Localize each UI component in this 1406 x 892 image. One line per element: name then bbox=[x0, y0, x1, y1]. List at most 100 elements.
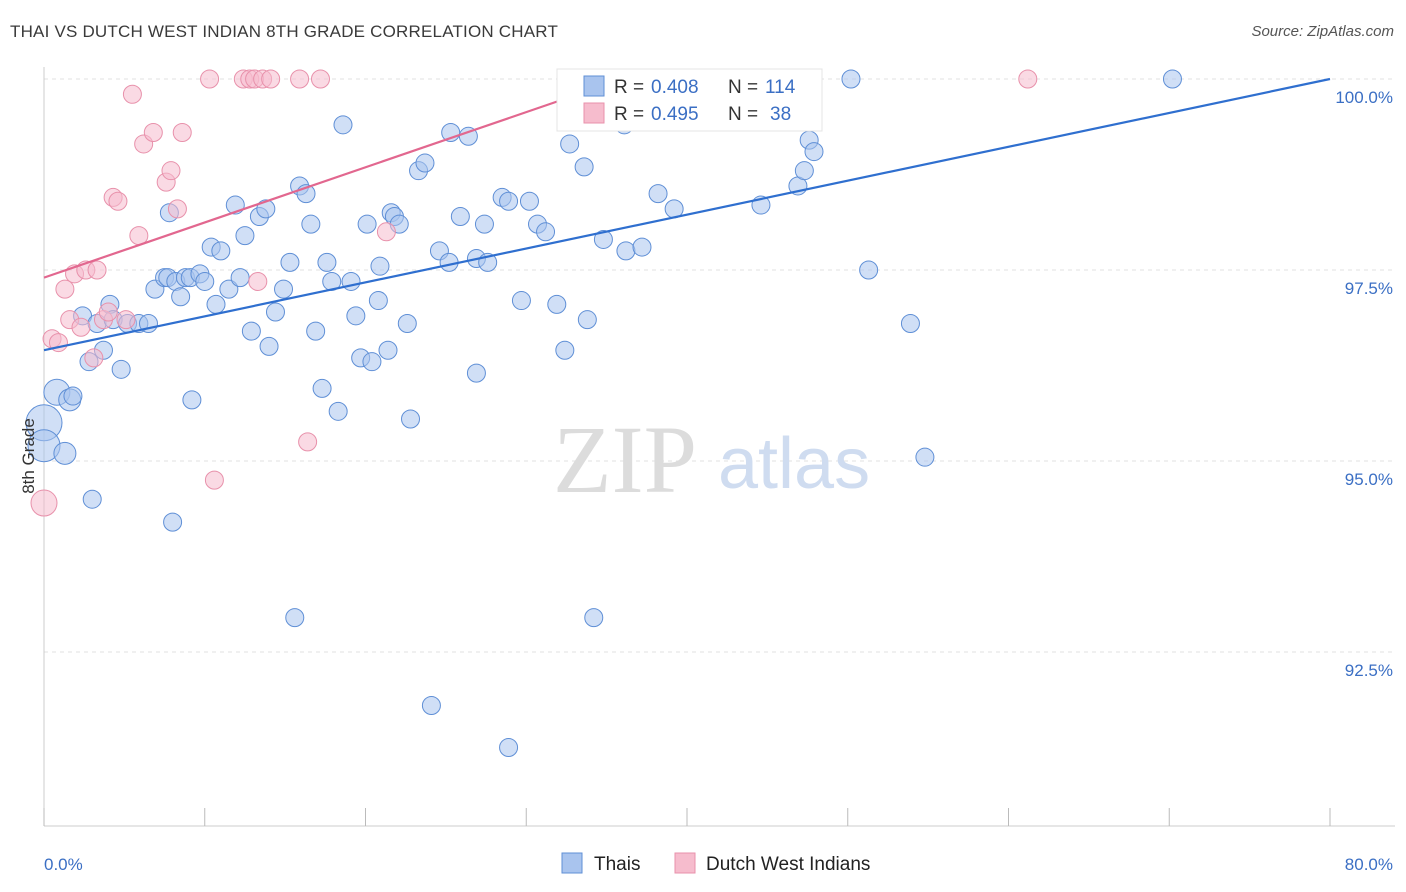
dutch-west-indians-point bbox=[84, 348, 104, 368]
legend: Thais Dutch West Indians bbox=[561, 852, 870, 875]
stats-pink-n-value: 38 bbox=[770, 104, 791, 125]
dutch-west-indians-point bbox=[98, 302, 118, 322]
thais-point bbox=[415, 153, 435, 173]
thais-point bbox=[536, 222, 556, 242]
y-tick-label: 95.0% bbox=[1345, 470, 1393, 489]
thais-point bbox=[256, 199, 276, 219]
thais-point bbox=[182, 390, 202, 410]
thais-point bbox=[841, 69, 861, 89]
thais-point bbox=[163, 512, 183, 532]
watermark-zip: ZIP bbox=[553, 406, 697, 513]
thais-point bbox=[306, 321, 326, 341]
thais-point bbox=[450, 207, 470, 227]
stats-swatch-pink bbox=[583, 102, 605, 124]
thais-point bbox=[230, 268, 250, 288]
stats-blue-r-value: 0.408 bbox=[651, 77, 699, 98]
thais-point bbox=[900, 313, 920, 333]
dutch-west-indians-point bbox=[108, 191, 128, 211]
thais-point bbox=[111, 359, 131, 379]
dutch-west-indians-point bbox=[200, 69, 220, 89]
watermark-atlas: atlas bbox=[718, 424, 870, 504]
thais-point bbox=[63, 386, 83, 406]
thais-point bbox=[421, 695, 441, 715]
y-tick-label: 92.5% bbox=[1345, 661, 1393, 680]
dutch-west-indians-point bbox=[122, 84, 142, 104]
thais-point bbox=[632, 237, 652, 257]
thais-point bbox=[794, 161, 814, 181]
thais-point bbox=[370, 256, 390, 276]
x-tick-label: 0.0% bbox=[44, 855, 83, 874]
legend-swatch-thais bbox=[561, 852, 583, 874]
legend-label-thais: Thais bbox=[594, 854, 640, 875]
dutch-west-indians-point bbox=[248, 271, 268, 291]
axis-layer: 100.0% 97.5% 95.0% 92.5% 0.0% 80.0% bbox=[43, 67, 1395, 874]
thais-point bbox=[259, 336, 279, 356]
thais-point bbox=[312, 378, 332, 398]
stats-pink-n-label: N = bbox=[728, 104, 758, 125]
thais-point bbox=[265, 302, 285, 322]
chart-source: Source: ZipAtlas.com bbox=[1251, 23, 1394, 40]
thais-point bbox=[211, 241, 231, 261]
stats-box: R = 0.408 N = 114 R = 0.495 N = 38 bbox=[556, 68, 823, 132]
stats-blue-r-label: R = bbox=[614, 77, 644, 98]
dutch-west-indians-point bbox=[204, 470, 224, 490]
thais-point bbox=[593, 229, 613, 249]
dutch-west-indians-trendline bbox=[43, 77, 624, 279]
thais-point bbox=[206, 294, 226, 314]
thais-point bbox=[560, 134, 580, 154]
thais-point bbox=[280, 252, 300, 272]
thais-point bbox=[804, 142, 824, 162]
dutch-west-indians-point bbox=[376, 222, 396, 242]
dutch-west-indians-point bbox=[87, 260, 107, 280]
thais-point bbox=[511, 291, 531, 311]
x-tick-label: 80.0% bbox=[1345, 855, 1393, 874]
dutch-west-indians-point bbox=[261, 69, 281, 89]
thais-point bbox=[466, 363, 486, 383]
legend-swatch-dutch-west-indians bbox=[674, 852, 696, 874]
dutch-west-indians-point bbox=[1018, 69, 1038, 89]
thais-point bbox=[53, 441, 77, 465]
thais-point bbox=[458, 126, 478, 146]
thais-point bbox=[499, 191, 519, 211]
thais-point bbox=[285, 608, 305, 628]
thais-point bbox=[915, 447, 935, 467]
stats-swatch-blue bbox=[583, 75, 605, 97]
dutch-west-indians-point bbox=[290, 69, 310, 89]
thais-point bbox=[499, 738, 519, 757]
stats-blue-n-label: N = bbox=[728, 77, 758, 98]
stats-pink-r-label: R = bbox=[614, 104, 644, 125]
grid-layer bbox=[44, 78, 1395, 653]
thais-point bbox=[616, 241, 636, 261]
thais-point bbox=[577, 310, 597, 330]
thais-point bbox=[357, 214, 377, 234]
thais-point bbox=[859, 260, 879, 280]
dutch-west-indians-point bbox=[298, 432, 318, 452]
dutch-west-indians-point bbox=[116, 310, 136, 330]
trend-layer bbox=[43, 77, 1331, 352]
y-axis-label: 8th Grade bbox=[19, 418, 38, 494]
dutch-west-indians-point bbox=[30, 489, 58, 517]
dutch-west-indians-point bbox=[71, 317, 91, 337]
thais-point bbox=[648, 184, 668, 204]
stats-blue-n-value: 114 bbox=[765, 77, 796, 98]
watermark: ZIP atlas bbox=[553, 406, 870, 513]
dutch-west-indians-point bbox=[310, 69, 330, 89]
dutch-west-indians-point bbox=[55, 279, 75, 299]
thais-trendline bbox=[43, 77, 1331, 352]
thais-point bbox=[401, 409, 421, 429]
thais-point bbox=[274, 279, 294, 299]
thais-point bbox=[219, 279, 239, 299]
thais-point bbox=[82, 489, 102, 509]
thais-point bbox=[378, 340, 398, 360]
dutch-west-indians-point bbox=[143, 122, 163, 142]
thais-point bbox=[474, 214, 494, 234]
thais-point bbox=[301, 214, 321, 234]
thais-point bbox=[368, 291, 388, 311]
thais-point bbox=[171, 287, 191, 307]
thais-point bbox=[317, 252, 337, 272]
thais-point bbox=[519, 191, 539, 211]
thais-point bbox=[195, 271, 215, 291]
thais-point bbox=[241, 321, 261, 341]
dutch-west-indians-point bbox=[172, 122, 192, 142]
